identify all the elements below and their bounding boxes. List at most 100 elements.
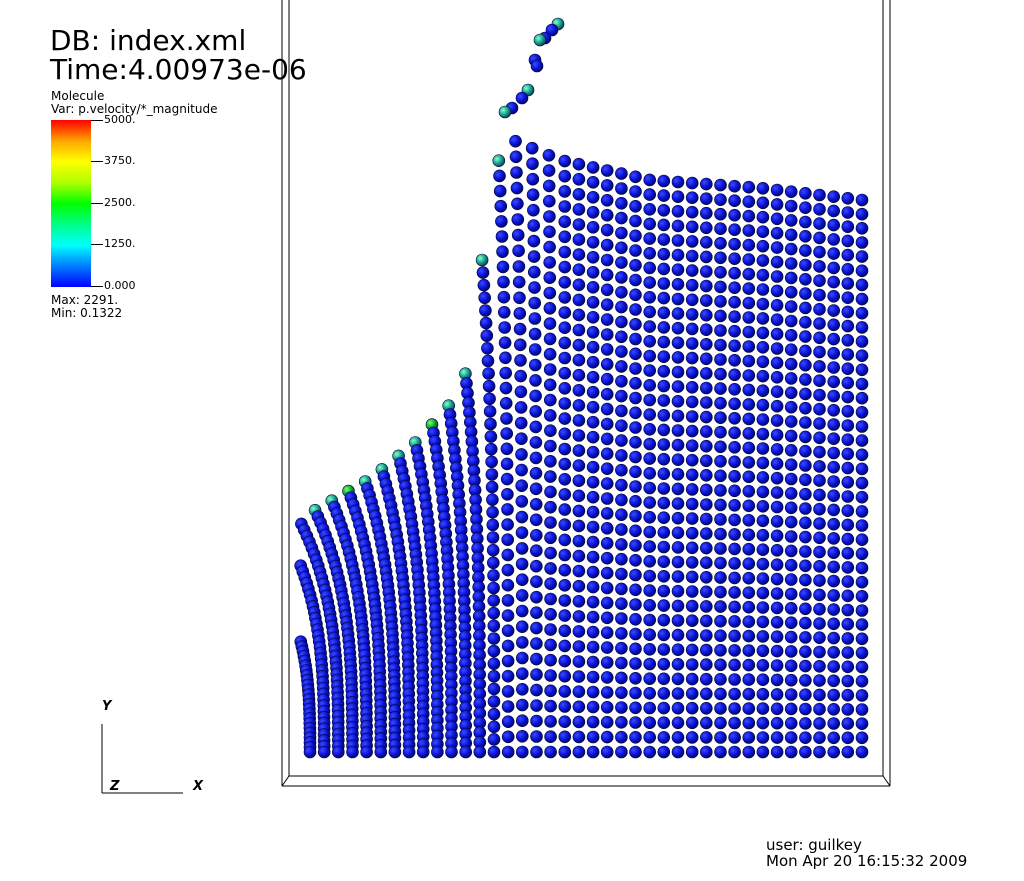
particle (511, 228, 525, 242)
particle (770, 255, 784, 269)
particle (572, 248, 586, 261)
particle (855, 519, 869, 532)
particle (501, 503, 514, 516)
particle (699, 396, 713, 409)
particle (714, 222, 727, 235)
particle (756, 716, 770, 730)
particle (841, 277, 855, 290)
particle (784, 745, 798, 759)
particle (784, 443, 798, 457)
particle (487, 644, 501, 658)
particle (615, 701, 628, 714)
particle (586, 385, 600, 399)
particle (481, 341, 494, 355)
particle (657, 408, 671, 422)
particle (799, 588, 812, 601)
particle (855, 335, 869, 348)
particle (855, 660, 869, 674)
particle (600, 626, 614, 640)
particle (586, 280, 600, 294)
particle (714, 367, 727, 381)
particle (841, 220, 855, 233)
particle (586, 505, 600, 519)
particle (527, 250, 541, 263)
particle (558, 351, 572, 365)
particle (742, 716, 756, 730)
particle (629, 450, 642, 464)
particle (526, 172, 540, 186)
particle (742, 441, 756, 455)
particle (756, 615, 770, 629)
particle (728, 411, 741, 425)
particle (841, 404, 855, 418)
particle (742, 209, 756, 223)
tick-label: 2500. (104, 196, 136, 209)
particle (643, 393, 657, 407)
particle (699, 468, 713, 482)
particle (493, 184, 507, 198)
particle (543, 256, 557, 269)
particle (643, 349, 657, 363)
particle (756, 384, 770, 398)
particle (770, 414, 784, 427)
particle (699, 337, 713, 351)
particle (813, 374, 826, 388)
particle (756, 427, 770, 441)
particle (657, 335, 671, 349)
particle (714, 629, 727, 643)
particle (841, 262, 855, 276)
particle (714, 513, 727, 526)
particle (515, 495, 529, 508)
particle (799, 674, 812, 687)
particle (742, 687, 756, 701)
particle (529, 420, 543, 434)
particle (799, 659, 812, 673)
particle (501, 609, 515, 622)
max-value: Max: 2291. (51, 293, 119, 307)
particle (671, 701, 685, 715)
particle (615, 419, 628, 433)
particle (629, 406, 642, 420)
particle (813, 431, 826, 445)
particle (685, 628, 699, 642)
particle (841, 192, 855, 205)
particle (643, 290, 657, 304)
particle (615, 360, 628, 373)
particle (586, 310, 600, 324)
particle (685, 526, 699, 540)
particle (714, 658, 727, 672)
particle (827, 731, 841, 745)
particle (855, 462, 869, 476)
particle (671, 351, 685, 364)
particle (629, 509, 642, 523)
particle (558, 412, 572, 425)
ejected-particle (530, 59, 544, 73)
particle (799, 487, 812, 501)
particle (572, 489, 586, 503)
particle (714, 542, 727, 555)
particle (714, 193, 727, 206)
particle (699, 701, 713, 715)
particle (841, 419, 855, 432)
particle (497, 275, 510, 289)
particle (572, 700, 586, 714)
particle (544, 623, 557, 636)
particle (572, 399, 586, 412)
particle (770, 673, 784, 687)
particle (500, 442, 514, 456)
particle (742, 267, 756, 281)
particle (756, 312, 770, 325)
particle (714, 295, 727, 308)
particle (657, 657, 671, 671)
particle (799, 258, 812, 272)
min-value: Min: 0.1322 (51, 306, 123, 320)
particle (346, 745, 359, 759)
particle (528, 296, 542, 310)
particle (643, 584, 657, 597)
particle (813, 245, 826, 259)
particle (685, 176, 699, 190)
particle (629, 258, 642, 272)
particle (770, 198, 784, 211)
particle (855, 561, 869, 575)
color-bar (51, 120, 91, 287)
